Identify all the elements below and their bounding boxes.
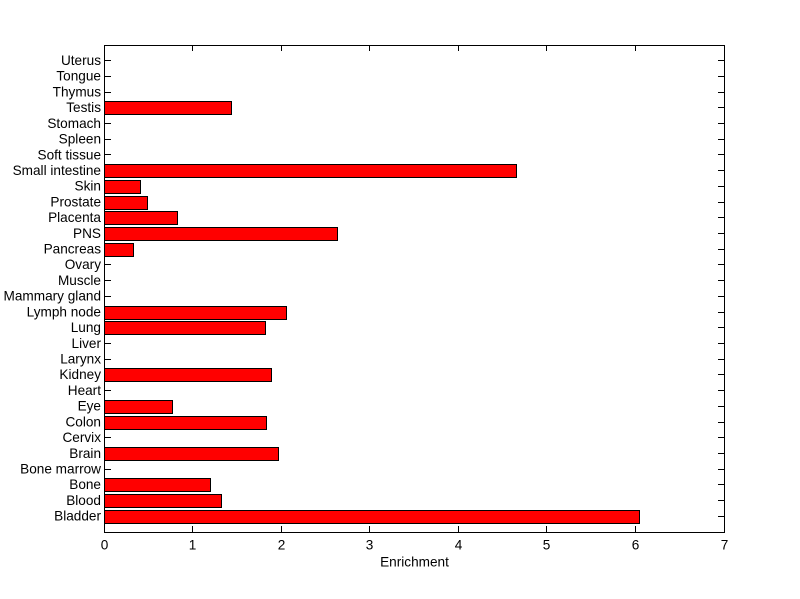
svg-text:Lymph node: Lymph node <box>27 304 101 319</box>
svg-text:Pancreas: Pancreas <box>44 242 102 257</box>
svg-text:Liver: Liver <box>72 336 102 351</box>
svg-text:Brain: Brain <box>69 446 101 461</box>
svg-text:Skin: Skin <box>75 179 101 194</box>
svg-text:2: 2 <box>278 538 286 553</box>
svg-text:Muscle: Muscle <box>58 273 101 288</box>
svg-text:Eye: Eye <box>78 399 101 414</box>
svg-text:4: 4 <box>455 538 463 553</box>
svg-text:Lung: Lung <box>71 320 101 335</box>
svg-text:Kidney: Kidney <box>59 367 101 382</box>
svg-text:Thymus: Thymus <box>53 84 102 99</box>
svg-text:Heart: Heart <box>68 383 101 398</box>
svg-text:Mammary gland: Mammary gland <box>4 289 101 304</box>
svg-text:Spleen: Spleen <box>59 132 101 147</box>
svg-text:PNS: PNS <box>73 226 101 241</box>
svg-text:Prostate: Prostate <box>50 194 101 209</box>
svg-text:Testis: Testis <box>66 100 101 115</box>
svg-text:Bladder: Bladder <box>54 509 101 524</box>
svg-text:Placenta: Placenta <box>48 210 101 225</box>
svg-text:Cervix: Cervix <box>62 430 101 445</box>
svg-text:Small intestine: Small intestine <box>13 163 101 178</box>
svg-text:Stomach: Stomach <box>47 116 101 131</box>
svg-text:Ovary: Ovary <box>65 257 101 272</box>
svg-text:6: 6 <box>632 538 640 553</box>
svg-text:Bone marrow: Bone marrow <box>20 462 101 477</box>
svg-text:5: 5 <box>543 538 551 553</box>
svg-text:Bone: Bone <box>69 477 101 492</box>
svg-text:Tongue: Tongue <box>56 69 101 84</box>
svg-text:Enrichment: Enrichment <box>380 555 449 570</box>
svg-text:Blood: Blood <box>66 493 101 508</box>
svg-text:Larynx: Larynx <box>60 352 101 367</box>
svg-text:Uterus: Uterus <box>61 53 101 68</box>
svg-text:7: 7 <box>721 538 729 553</box>
svg-text:Colon: Colon <box>65 414 101 429</box>
svg-text:1: 1 <box>189 538 197 553</box>
svg-text:Soft tissue: Soft tissue <box>38 147 101 162</box>
svg-text:3: 3 <box>366 538 374 553</box>
svg-text:0: 0 <box>101 538 109 553</box>
